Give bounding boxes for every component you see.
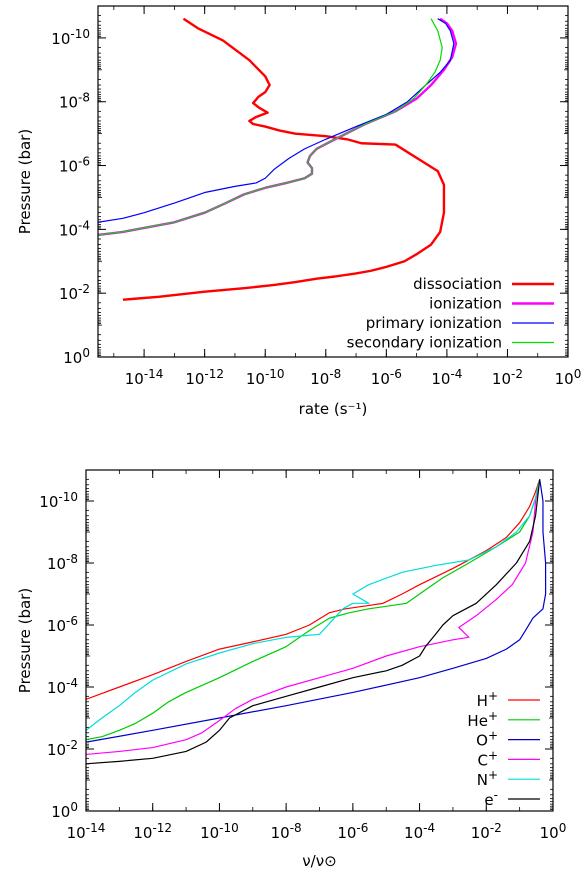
x-tick-label: 10-8 [310,367,341,388]
series-line-primary-ionization [98,18,455,223]
series-line-c- [86,479,541,756]
series-line-secondary-ionization [98,18,443,236]
y-tick-label: 10-8 [47,552,78,573]
y-tick-label: 10-10 [39,490,78,511]
y-tick-label: 10-8 [59,91,90,112]
legend-label: He+ [467,709,498,730]
abundance-pressure-chart: 10-14 10-12 10-10 10-8 10-6 10-4 10-2 100 10-10 1… [16,469,567,870]
legend-label: N+ [477,768,498,789]
series-group [98,17,458,301]
x-axis-label: rate (s⁻¹) [299,400,368,418]
x-tick-label: 10-12 [185,367,224,388]
y-axis-label: Pressure (bar) [16,588,34,693]
x-tick-label: 10-2 [471,821,502,842]
y-axis-label: Pressure (bar) [16,129,34,234]
x-tick-label: 10-14 [67,821,106,842]
x-tick-label: 10-6 [371,367,402,388]
series-line-o- [86,479,547,743]
legend-label: O+ [476,729,498,750]
legend-label: ionization [429,295,502,313]
y-tick-label: 10-10 [51,27,90,48]
rate-pressure-chart: 10-14 10-12 10-10 10-8 10-6 10-4 10-2 100 10-10 1… [16,5,582,418]
x-tick-label: 10-12 [133,821,172,842]
x-tick-label: 100 [555,367,582,388]
x-tick-label: 10-8 [271,821,302,842]
series-line-dissociation [122,17,446,301]
x-tick-label: 10-6 [337,821,368,842]
legend: H+He+O+C+N+e- [467,689,540,809]
y-tick-label: 10-4 [59,218,90,239]
x-tick-label: 10-2 [492,367,523,388]
y-tick-label: 10-6 [47,614,78,635]
x-axis-label: ν/ν⊙ [302,852,336,870]
x-tick-label: 10-10 [200,821,239,842]
plot-frame [85,469,554,812]
series-line-n- [86,479,541,731]
y-tick-label: 10-6 [59,155,90,176]
y-tick-label: 100 [51,800,78,821]
y-tick-label: 10-2 [47,738,78,759]
x-tick-label: 100 [540,821,567,842]
legend-label: dissociation [413,275,502,293]
legend-label: secondary ionization [347,334,502,352]
series-group [86,479,547,765]
series-line-ionization [98,17,458,237]
legend-label: primary ionization [366,314,502,332]
y-tick-label: 10-4 [47,676,78,697]
legend-label: C+ [477,748,498,769]
x-tick-label: 10-10 [246,367,285,388]
legend-label: e- [484,788,498,809]
legend-label: H+ [477,689,498,710]
plot-frame [97,5,569,358]
series-line-h- [86,479,541,700]
x-tick-label: 10-4 [431,367,462,388]
x-tick-label: 10-4 [404,821,435,842]
x-tick-label: 10-14 [125,367,164,388]
y-tick-label: 100 [63,346,90,367]
y-tick-label: 10-2 [59,282,90,303]
series-line-e- [86,479,541,765]
